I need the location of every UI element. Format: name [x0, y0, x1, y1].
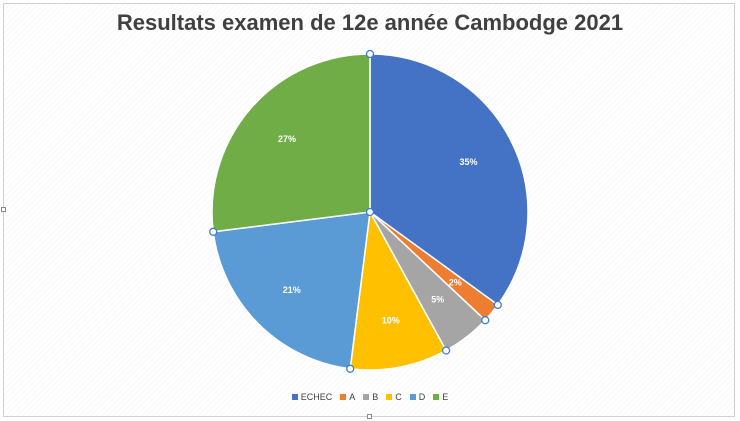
legend-item-echec[interactable]: ECHEC — [291, 392, 333, 402]
legend-label-echec: ECHEC — [300, 392, 333, 402]
data-label-a: 2% — [449, 278, 462, 288]
data-label-d: 21% — [283, 285, 301, 295]
legend-swatch-e — [433, 394, 440, 400]
chart-title: Resultats examen de 12e année Cambodge 2… — [116, 10, 624, 35]
legend-swatch-echec — [291, 394, 298, 400]
legend-item-e[interactable]: E — [433, 392, 448, 402]
legend-label-d: D — [418, 392, 426, 402]
data-label-echec: 35% — [459, 157, 477, 167]
legend-swatch-a — [340, 394, 347, 400]
legend-label-e: E — [442, 392, 449, 402]
legend-swatch-d — [409, 394, 416, 400]
legend-item-b[interactable]: B — [363, 392, 378, 402]
legend-label-c: C — [395, 392, 402, 402]
resize-handle-left[interactable] — [1, 207, 6, 212]
legend-item-d[interactable]: D — [409, 392, 426, 402]
pie-slice-echec[interactable] — [369, 53, 529, 306]
legend-item-c[interactable]: C — [386, 392, 402, 402]
pie-slice-d[interactable] — [212, 211, 371, 370]
selection-handle-3[interactable] — [441, 346, 451, 355]
legend-item-a[interactable]: A — [340, 392, 355, 402]
data-label-c: 10% — [382, 316, 400, 326]
legend-label-a: A — [349, 392, 356, 402]
data-label-e: 27% — [278, 134, 296, 144]
legend-label-b: B — [372, 392, 379, 402]
legend-swatch-b — [363, 394, 370, 400]
selection-handle-4[interactable] — [346, 364, 355, 373]
resize-handle-bottom[interactable] — [367, 414, 372, 419]
data-label-b: 5% — [431, 294, 444, 304]
selection-handle-2[interactable] — [481, 316, 490, 325]
selection-handle-1[interactable] — [493, 300, 502, 310]
selection-handle-5[interactable] — [209, 227, 218, 236]
legend-swatch-c — [386, 394, 393, 400]
chart-legend[interactable]: ECHEC A B C D E — [0, 392, 740, 402]
pie-slice-e[interactable] — [211, 53, 371, 233]
selection-handle-center[interactable] — [365, 207, 375, 217]
selection-handle-0[interactable] — [365, 49, 375, 59]
